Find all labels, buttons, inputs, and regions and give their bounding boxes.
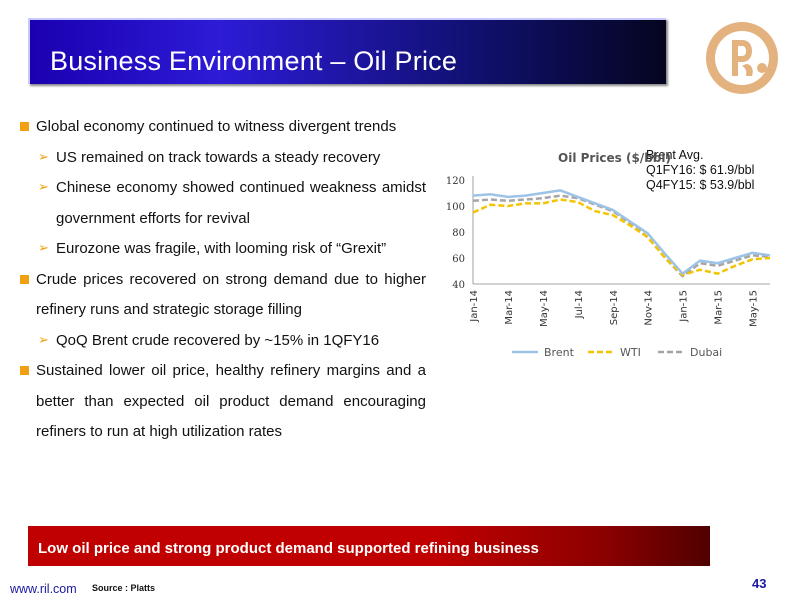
square-bullet-icon [20,366,29,375]
arrow-bullet-icon: ➢ [38,332,49,348]
sub-bullet-item: ➢ Chinese economy showed continued weakne… [18,173,426,234]
x-tick-label: Jul-14 [574,290,585,319]
brent-note-line2: Q1FY16: $ 61.9/bbl [646,163,755,177]
bullet-item: Global economy continued to witness dive… [18,112,426,143]
bullet-text: Global economy continued to witness dive… [36,118,397,135]
footer-source: Source : Platts [92,583,156,593]
arrow-bullet-icon: ➢ [38,180,49,195]
page-number: 43 [752,576,767,591]
bullet-item: Crude prices recovered on strong demand … [18,265,426,326]
sub-bullet-item: ➢ Eurozone was fragile, with looming risk… [18,234,426,265]
bullet-text: Eurozone was fragile, with looming risk … [56,240,387,257]
bullet-text: Chinese economy showed continued weaknes… [56,179,426,227]
y-tick-label: 100 [446,202,465,213]
arrow-bullet-icon: ➢ [38,149,49,165]
brent-note-line1: Brent Avg. [646,148,704,162]
oil-price-chart: Oil Prices ($/bbl) 40 60 80 100 120 Jan-14 Mar-… [440,140,785,370]
square-bullet-icon [20,122,29,131]
bullet-text: Crude prices recovered on strong demand … [36,270,426,319]
summary-banner: Low oil price and strong product demand … [28,526,710,566]
y-tick-label: 60 [452,254,465,265]
brent-average-note: Brent Avg. Q1FY16: $ 61.9/bbl Q4FY15: $ … [646,148,754,193]
x-tick-label: Jan-15 [679,290,690,323]
y-tick-label: 120 [446,176,465,187]
bullet-text: QoQ Brent crude recovered by ~15% in 1QF… [56,331,380,349]
x-tick-label: Sep-14 [609,290,620,325]
reliance-logo-icon [706,22,778,94]
square-bullet-icon [20,274,29,284]
page-title: Business Environment – Oil Price [50,46,458,76]
sub-bullet-item: ➢ QoQ Brent crude recovered by ~15% in 1Q… [18,326,426,357]
series-line-dubai [472,194,771,278]
x-tick-label: Nov-14 [644,290,655,326]
bullet-text: Sustained lower oil price, healthy refin… [36,362,426,440]
x-tick-label: May-15 [749,290,760,327]
legend-label-brent: Brent [544,346,575,359]
series-line-brent [472,189,771,275]
bullet-list: Global economy continued to witness dive… [18,112,426,448]
x-tick-label: Mar-15 [714,290,725,325]
oil-price-chart-svg: Oil Prices ($/bbl) 40 60 80 100 120 Jan-14 Mar-… [446,151,771,359]
chart-title: Oil Prices ($/bbl) [558,151,671,165]
bullet-item: Sustained lower oil price, healthy refin… [18,356,426,448]
summary-banner-text: Low oil price and strong product demand … [38,540,539,557]
x-tick-label: Mar-14 [504,290,515,325]
legend-label-wti: WTI [620,346,641,359]
x-tick-label: Jan-14 [469,290,480,323]
brent-note-line3: Q4FY15: $ 53.9/bbl [646,178,755,192]
arrow-bullet-icon: ➢ [38,241,49,256]
sub-bullet-item: ➢ US remained on track towards a steady r… [18,143,426,174]
x-tick-label: May-14 [539,290,550,327]
legend-label-dubai: Dubai [690,346,722,359]
y-tick-label: 80 [452,228,465,239]
bullet-text: US remained on track towards a steady re… [56,148,381,166]
footer-url-link[interactable]: www.ril.com [10,582,77,596]
title-bar: Business Environment – Oil Price [28,18,666,84]
series-line-wti [472,198,771,277]
y-tick-label: 40 [452,280,465,291]
